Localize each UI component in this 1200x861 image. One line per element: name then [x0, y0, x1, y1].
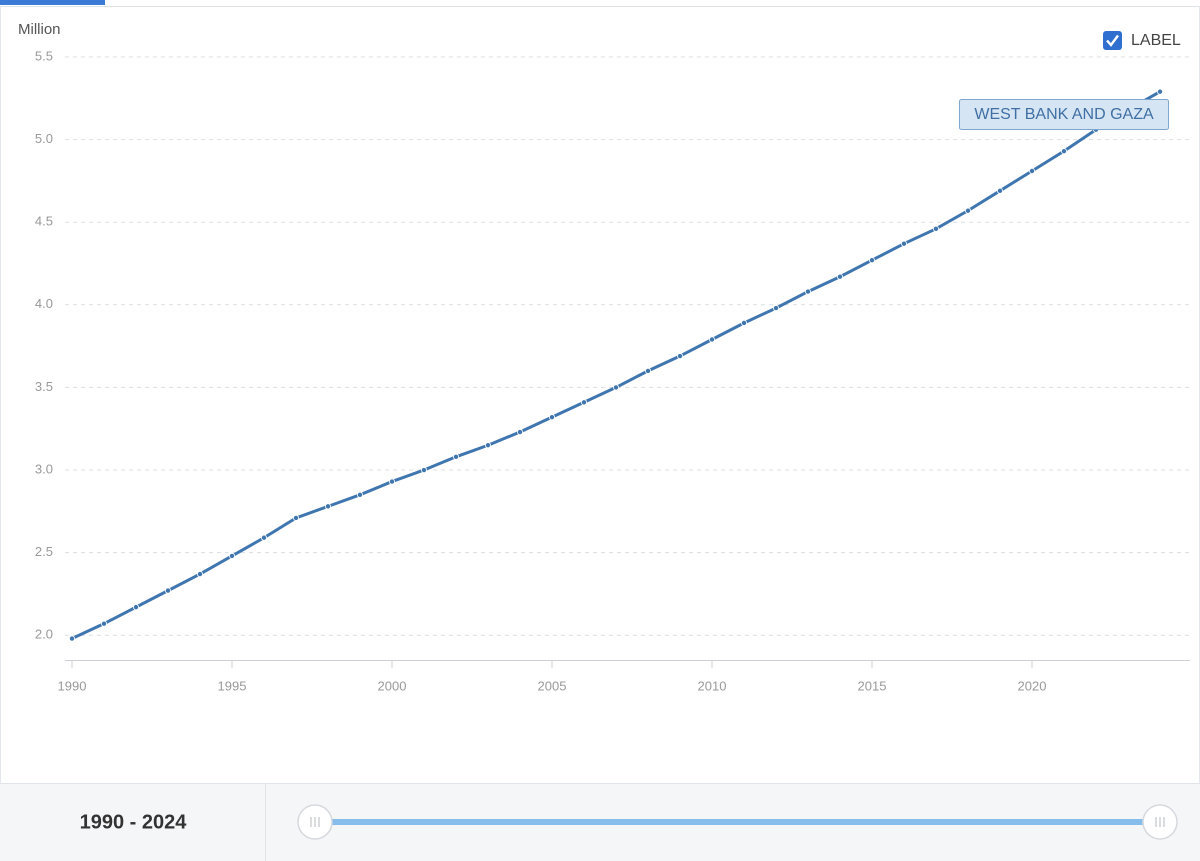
range-handle-start[interactable] — [297, 804, 333, 840]
data-point — [1061, 148, 1068, 155]
data-point — [517, 429, 524, 436]
data-point — [260, 534, 267, 541]
data-point — [356, 491, 363, 498]
data-point — [324, 503, 331, 510]
data-point — [677, 353, 684, 360]
data-point — [869, 257, 876, 264]
data-point — [1029, 167, 1036, 174]
data-point — [484, 442, 491, 449]
data-point — [805, 288, 812, 295]
data-point — [997, 187, 1004, 194]
y-tick-label: 3.0 — [35, 461, 53, 476]
data-point — [549, 414, 556, 421]
data-point — [581, 399, 588, 406]
series-label: WEST BANK AND GAZA — [959, 99, 1169, 130]
series-label-text: WEST BANK AND GAZA — [974, 106, 1154, 123]
x-tick-label: 2000 — [378, 678, 407, 693]
data-point — [101, 620, 108, 627]
checkbox-label[interactable]: LABEL — [1131, 32, 1181, 49]
y-tick-label: 5.5 — [35, 48, 53, 63]
data-point — [164, 587, 171, 594]
x-tick-label: 2020 — [1018, 678, 1047, 693]
x-tick-label: 1990 — [58, 678, 87, 693]
data-point — [420, 467, 427, 474]
y-tick-label: 2.5 — [35, 544, 53, 559]
handle-grip — [310, 817, 320, 827]
checkbox[interactable] — [1103, 31, 1122, 50]
data-point — [388, 478, 395, 485]
data-point — [69, 635, 76, 642]
data-point — [1157, 88, 1164, 95]
y-unit: Million — [18, 21, 61, 38]
data-point — [292, 514, 299, 521]
x-tick-label: 2015 — [858, 678, 887, 693]
data-point — [965, 207, 972, 214]
data-point — [901, 240, 908, 247]
data-point — [773, 305, 780, 312]
range-label: 1990 - 2024 — [80, 811, 188, 833]
data-point — [452, 453, 459, 460]
y-tick-label: 3.5 — [35, 379, 53, 394]
data-point — [645, 367, 652, 374]
data-point — [741, 319, 748, 326]
series-label-box — [959, 99, 1169, 130]
y-tick-label: 5.0 — [35, 131, 53, 146]
y-tick-label: 2.0 — [35, 627, 53, 642]
checkmark — [1106, 34, 1119, 47]
data-point — [228, 552, 235, 559]
data-point — [933, 225, 940, 232]
data-point — [132, 604, 139, 611]
y-tick-label: 4.5 — [35, 214, 53, 229]
x-tick-label: 1995 — [218, 678, 247, 693]
data-point — [837, 273, 844, 280]
y-tick-label: 4.0 — [35, 296, 53, 311]
data-point — [613, 384, 620, 391]
x-tick-label: 2010 — [698, 678, 727, 693]
data-point — [196, 571, 203, 578]
x-tick-label: 2005 — [538, 678, 567, 693]
active-tab-indicator — [0, 0, 105, 5]
handle-grip — [1155, 817, 1165, 827]
label-toggle[interactable]: LABEL — [1103, 31, 1181, 50]
range-handle-end[interactable] — [1142, 804, 1178, 840]
data-point — [709, 336, 716, 343]
